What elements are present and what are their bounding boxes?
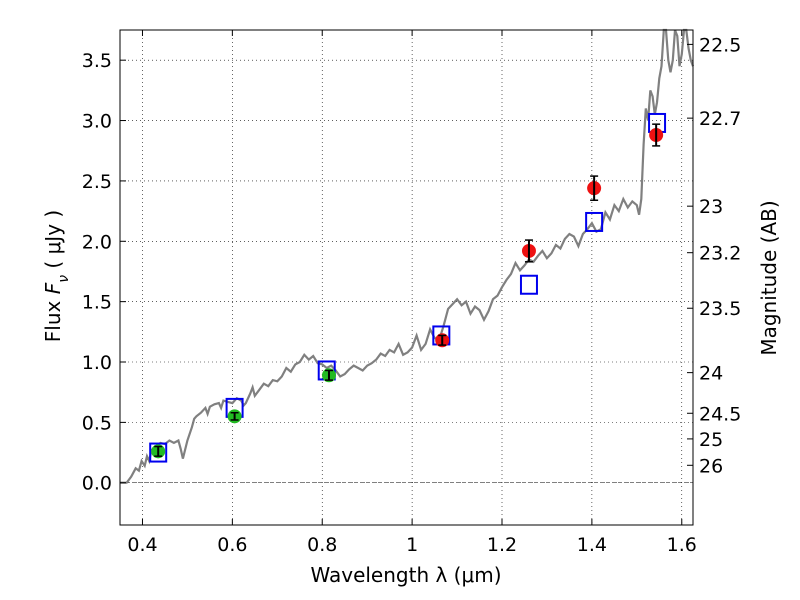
x-axis: 0.4 0.6 0.8 1 1.2 1.4 1.6 <box>127 30 697 556</box>
y-tick-label: 0.0 <box>82 473 112 495</box>
x-tick-label: 1.4 <box>577 534 607 556</box>
y-tick-label: 1.5 <box>82 292 112 314</box>
y-tick-label: 3.0 <box>82 111 112 133</box>
x-tick-label: 0.4 <box>127 534 157 556</box>
x-tick-label: 1.6 <box>667 534 697 556</box>
mag-tick-label: 26 <box>699 455 723 477</box>
model-box <box>519 274 538 295</box>
y-tick-label: 0.5 <box>82 412 112 434</box>
y-axis-title: Flux Fν ( μJy ) <box>41 210 72 342</box>
model-box <box>149 442 168 463</box>
y-tick-label: 3.5 <box>82 50 112 72</box>
grid-lines <box>120 30 693 525</box>
mag-tick-label: 24 <box>699 363 723 385</box>
plot-frame <box>119 29 694 526</box>
y-tick-label: 2.0 <box>82 231 112 253</box>
mag-tick-label: 23.5 <box>699 298 741 320</box>
nir-photometry <box>435 123 664 348</box>
mag-tick-label: 23 <box>699 196 723 218</box>
x-tick-label: 1.2 <box>487 534 517 556</box>
mag-tick-label: 23.2 <box>699 243 741 265</box>
mag-tick-label: 24.5 <box>699 403 741 425</box>
magnitude-axis: 22.5 22.7 23 23.2 23.5 24 24.5 25 26 <box>687 34 741 477</box>
y-axis: 0.0 0.5 1.0 1.5 2.0 2.5 3.0 3.5 <box>82 50 126 495</box>
mag-tick-label: 22.7 <box>699 108 741 130</box>
magnitude-axis-title: Magnitude (AB) <box>757 200 781 355</box>
x-tick-label: 0.6 <box>217 534 247 556</box>
mag-tick-label: 25 <box>699 429 723 451</box>
spectrum-line <box>120 28 695 484</box>
mag-tick-label: 22.5 <box>699 34 741 56</box>
x-tick-label: 1 <box>406 534 418 556</box>
y-tick-label: 2.5 <box>82 171 112 193</box>
model-box <box>585 211 604 232</box>
y-tick-label: 1.0 <box>82 352 112 374</box>
optical-photometry <box>151 368 336 459</box>
x-axis-title: Wavelength λ (μm) <box>310 563 501 587</box>
model-photometry <box>149 112 667 463</box>
x-tick-label: 0.8 <box>307 534 337 556</box>
